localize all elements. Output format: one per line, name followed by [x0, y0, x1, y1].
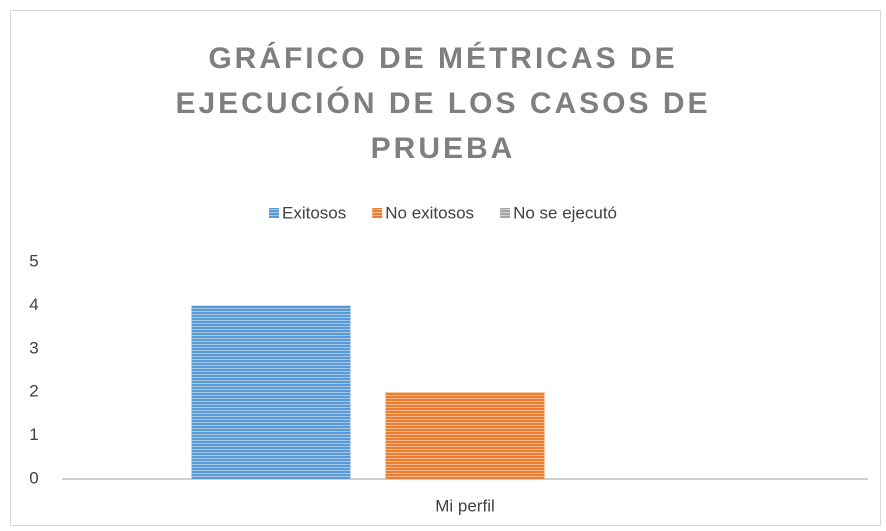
legend-label: No se ejecutó: [513, 203, 617, 222]
chart-title: GRÁFICO DE MÉTRICAS DE EJECUCIÓN DE LOS …: [175, 42, 711, 165]
y-tick-label: 5: [29, 251, 38, 270]
x-tick-label: Mi perfil: [435, 496, 495, 515]
y-tick-label: 3: [29, 338, 38, 357]
legend-label: No exitosos: [385, 203, 474, 222]
legend-item: No exitosos: [372, 203, 474, 222]
legend-item: No se ejecutó: [500, 203, 617, 222]
legend-swatch: [372, 208, 383, 218]
y-tick-label: 2: [29, 382, 38, 401]
y-tick-label: 0: [29, 468, 38, 487]
legend-swatch: [268, 208, 279, 218]
legend-item: Exitosos: [268, 203, 346, 222]
bar: [385, 392, 545, 479]
bar: [191, 305, 351, 479]
y-tick-label: 4: [29, 295, 38, 314]
y-tick-label: 1: [29, 425, 38, 444]
legend-swatch: [500, 208, 511, 218]
legend-label: Exitosos: [282, 203, 346, 222]
